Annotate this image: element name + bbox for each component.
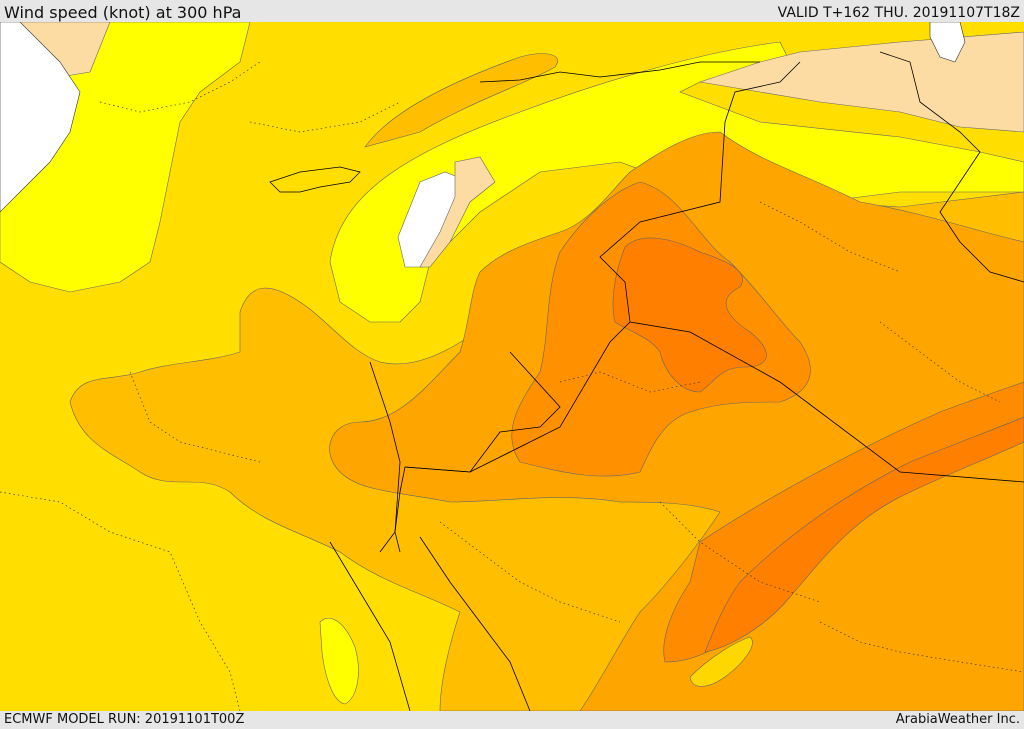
- contour-orange-light: [329, 131, 1024, 711]
- contour-yellow-blob-south: [319, 617, 359, 705]
- footer-bar: ECMWF MODEL RUN: 20191101T00Z ArabiaWeat…: [0, 711, 1024, 729]
- country-borders: [329, 51, 1024, 711]
- wind-speed-map: [0, 22, 1024, 711]
- contour-peach-levant: [419, 156, 496, 268]
- contour-yellow-blob-se: [689, 636, 753, 687]
- contour-amber-north: [364, 53, 558, 148]
- header-bar: Wind speed (knot) at 300 hPa VALID T+162…: [0, 0, 1024, 22]
- sea-caspian: [929, 22, 966, 63]
- model-run: ECMWF MODEL RUN: 20191101T00Z: [4, 712, 245, 727]
- valid-time: VALID T+162 THU. 20191107T18Z: [777, 5, 1020, 21]
- credit: ArabiaWeather Inc.: [895, 712, 1020, 727]
- map-canvas: [0, 22, 1024, 711]
- sea-aegean: [0, 22, 81, 213]
- cyprus-outline: [269, 166, 361, 193]
- map-title: Wind speed (knot) at 300 hPa: [4, 3, 242, 22]
- admin-lines: [0, 61, 1024, 711]
